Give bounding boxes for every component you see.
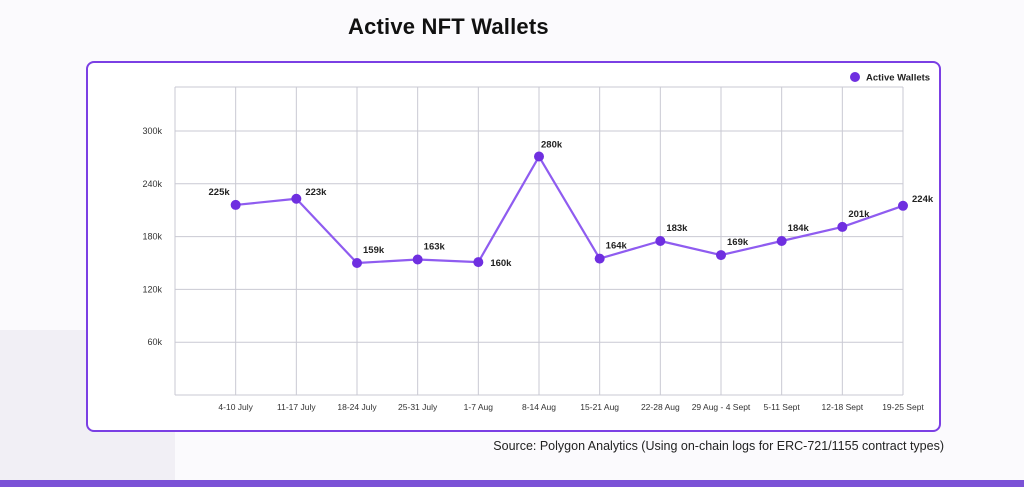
data-label: 223k (305, 187, 327, 198)
data-label: 183k (666, 223, 688, 234)
y-tick-label: 300k (142, 126, 162, 136)
x-tick-label: 25-31 July (398, 402, 438, 412)
legend-marker (850, 72, 860, 82)
x-tick-label: 5-11 Sept (764, 402, 801, 412)
bottom-accent-bar (0, 480, 1024, 487)
data-label: 159k (363, 245, 385, 256)
data-point (230, 199, 241, 210)
data-label: 184k (788, 223, 810, 234)
x-tick-label: 29 Aug - 4 Sept (692, 402, 751, 412)
data-label: 164k (606, 241, 628, 252)
data-point (898, 200, 908, 211)
y-tick-label: 180k (142, 232, 162, 242)
y-tick-label: 60k (147, 337, 162, 347)
data-point (837, 221, 848, 232)
data-label: 280k (541, 140, 563, 151)
x-tick-label: 4-10 July (218, 402, 253, 412)
data-point (716, 250, 726, 261)
data-label: 160k (490, 258, 512, 269)
x-tick-label: 1-7 Aug (464, 402, 494, 412)
data-point (594, 253, 605, 264)
data-label: 225k (209, 187, 231, 198)
data-point (352, 258, 362, 268)
data-point (291, 193, 302, 204)
chart-card: 60k 120k 180k 240k 300k 4-10 July 11-17 July 18… (86, 61, 941, 432)
legend-label: Active Wallets (866, 73, 930, 84)
series-line-active-wallets (235, 155, 904, 265)
data-point (473, 257, 484, 268)
x-tick-label: 22-28 Aug (641, 402, 680, 412)
x-tick-label: 8-14 Aug (522, 402, 556, 412)
data-point (776, 236, 787, 246)
x-tick-label: 11-17 July (277, 402, 316, 412)
data-point (534, 151, 544, 162)
x-tick-label: 12-18 Sept (822, 402, 864, 412)
x-tick-label: 15-21 Aug (580, 402, 619, 412)
data-label: 169k (727, 237, 749, 248)
y-tick-label: 240k (142, 179, 162, 189)
data-label: 201k (848, 209, 870, 220)
x-tick-label: 19-25 Sept (882, 402, 924, 412)
chart-title: Active NFT Wallets (348, 14, 549, 39)
data-label: 163k (424, 241, 446, 252)
line-chart: 60k 120k 180k 240k 300k 4-10 July 11-17 July 18… (142, 72, 934, 412)
data-label: 224k (912, 194, 934, 205)
y-tick-label: 120k (142, 284, 162, 294)
data-point (412, 254, 423, 265)
data-point (655, 236, 666, 246)
x-tick-label: 18-24 July (337, 402, 377, 412)
source-note: Source: Polygon Analytics (Using on-chai… (493, 439, 944, 453)
